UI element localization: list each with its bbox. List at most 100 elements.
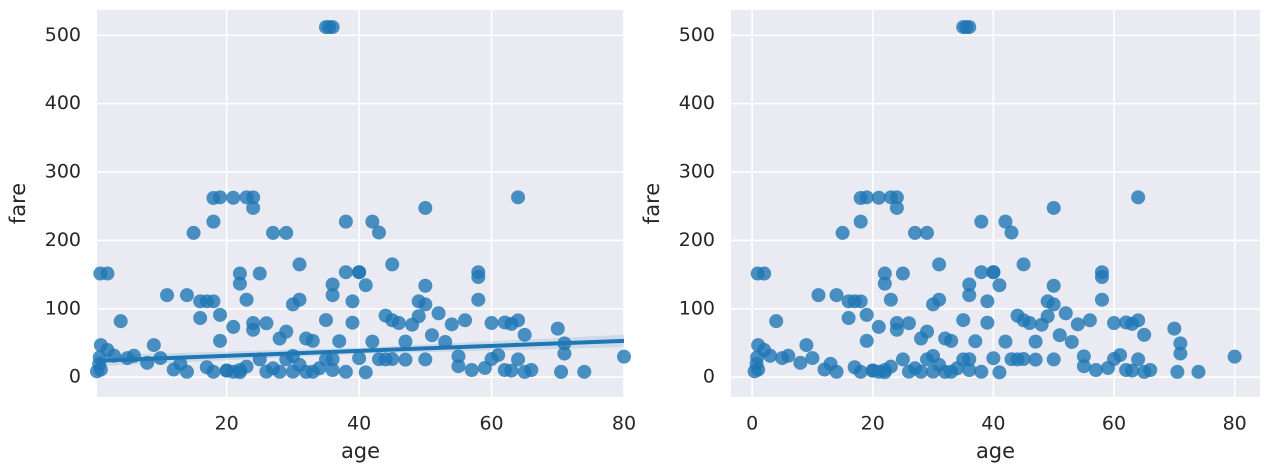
point — [1094, 292, 1109, 307]
point — [1088, 362, 1103, 377]
point — [1094, 270, 1109, 285]
point — [877, 362, 892, 377]
point — [998, 334, 1013, 349]
point — [471, 270, 486, 285]
point — [352, 351, 367, 366]
point — [338, 364, 353, 379]
point — [444, 317, 459, 332]
point — [279, 324, 294, 339]
point — [811, 288, 826, 303]
point — [962, 288, 977, 303]
point — [853, 364, 868, 379]
point — [829, 288, 844, 303]
point — [385, 257, 400, 272]
point — [557, 346, 572, 361]
point — [345, 294, 360, 309]
point — [272, 364, 287, 379]
point — [1028, 352, 1043, 367]
point — [998, 214, 1013, 229]
point — [1010, 352, 1025, 367]
point — [859, 190, 874, 205]
point — [232, 276, 247, 291]
point — [992, 278, 1007, 293]
point — [206, 364, 221, 379]
point — [554, 364, 569, 379]
point — [938, 364, 953, 379]
point — [345, 315, 360, 330]
point — [980, 294, 995, 309]
point — [1131, 313, 1146, 328]
point — [418, 352, 433, 367]
point — [246, 200, 261, 215]
point — [325, 362, 340, 377]
point — [365, 214, 380, 229]
point — [817, 362, 832, 377]
point — [962, 362, 977, 377]
point — [974, 265, 989, 280]
point — [246, 190, 261, 205]
point — [1052, 328, 1067, 343]
point — [193, 311, 208, 326]
point — [1058, 306, 1073, 321]
point — [1170, 364, 1185, 379]
point — [1070, 317, 1085, 332]
point — [829, 364, 844, 379]
point — [186, 225, 201, 240]
point — [352, 265, 367, 280]
point — [920, 225, 935, 240]
y-axis-label: fare — [640, 183, 664, 224]
point — [959, 20, 974, 35]
x-tick-label: 60 — [479, 413, 503, 435]
point — [418, 200, 433, 215]
point — [279, 225, 294, 240]
y-tick-label: 0 — [703, 366, 715, 388]
point — [1173, 336, 1188, 351]
point — [871, 319, 886, 334]
point — [166, 362, 181, 377]
y-tick-label: 100 — [679, 297, 715, 319]
point — [956, 313, 971, 328]
point — [322, 20, 337, 35]
point — [517, 327, 532, 342]
point — [338, 214, 353, 229]
point — [358, 278, 373, 293]
point — [232, 362, 247, 377]
point — [617, 349, 631, 364]
point — [1046, 278, 1061, 293]
point — [853, 294, 868, 309]
point — [1137, 327, 1152, 342]
point — [1082, 313, 1097, 328]
y-axis-label: fare — [6, 183, 30, 224]
point — [1028, 334, 1043, 349]
y-tick-label: 400 — [679, 92, 715, 114]
point — [299, 364, 314, 379]
point — [365, 334, 380, 349]
point — [458, 313, 473, 328]
point — [411, 309, 426, 324]
point — [371, 225, 386, 240]
point — [1040, 309, 1055, 324]
point — [511, 352, 526, 367]
point — [418, 297, 433, 312]
x-tick-label: 80 — [1223, 413, 1247, 435]
point — [252, 266, 267, 281]
point — [944, 333, 959, 348]
point — [914, 364, 929, 379]
point — [358, 365, 373, 380]
y-tick-label: 300 — [45, 161, 81, 183]
point — [835, 225, 850, 240]
point — [968, 334, 983, 349]
point — [974, 214, 989, 229]
point — [471, 292, 486, 307]
point — [1143, 362, 1158, 377]
point — [511, 313, 526, 328]
x-tick-label: 40 — [981, 413, 1005, 435]
point — [266, 225, 281, 240]
x-tick-label: 60 — [1102, 413, 1126, 435]
point — [113, 314, 128, 329]
point — [213, 190, 228, 205]
point — [246, 322, 261, 337]
point — [750, 350, 765, 365]
point — [1064, 334, 1079, 349]
point — [259, 316, 274, 331]
